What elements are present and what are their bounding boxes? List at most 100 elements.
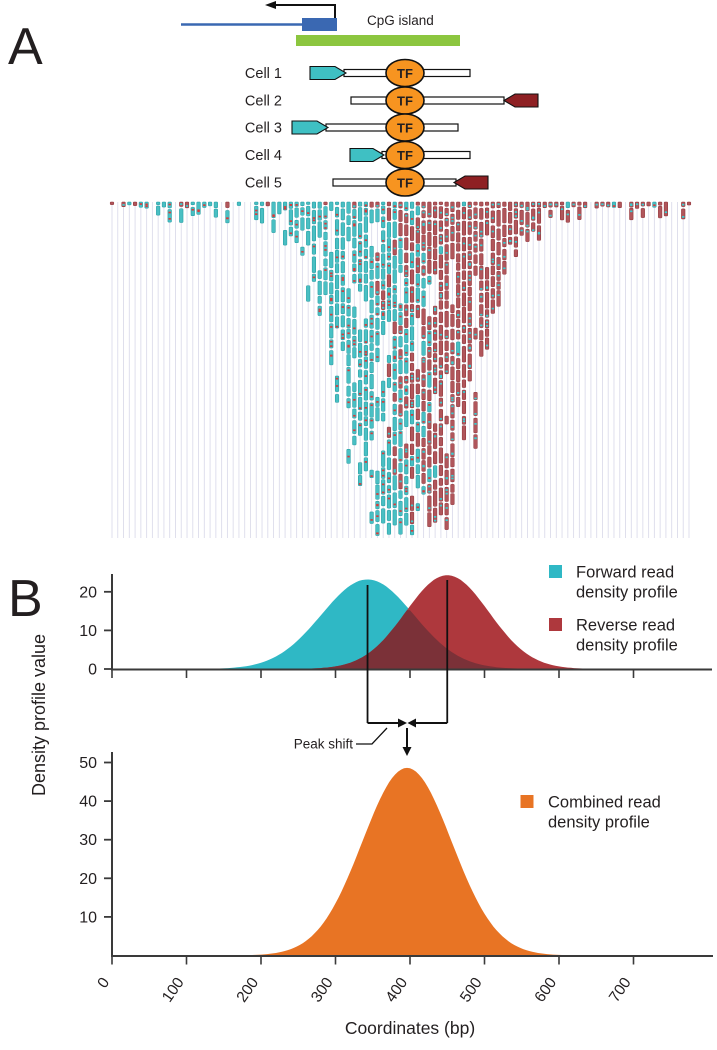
- peak-shift-label: Peak shift: [294, 737, 354, 752]
- read-speck: [457, 314, 460, 317]
- read-speck: [445, 335, 448, 338]
- read-speck: [393, 301, 396, 304]
- read-speck: [387, 255, 391, 258]
- read-bar: [433, 479, 438, 490]
- read-speck: [295, 235, 298, 238]
- read-bar: [352, 220, 357, 237]
- read-speck: [405, 389, 408, 392]
- read-bar: [421, 308, 426, 325]
- read-bar: [358, 342, 363, 358]
- read-speck: [439, 333, 443, 336]
- read-speck: [335, 377, 339, 380]
- read-speck: [324, 269, 327, 271]
- read-speck: [410, 404, 414, 407]
- read-speck: [503, 255, 506, 258]
- read-speck: [468, 317, 471, 320]
- read-speck: [462, 420, 466, 423]
- y-tick-label: 0: [88, 662, 97, 679]
- read-speck: [537, 211, 541, 214]
- read-speck: [433, 435, 437, 438]
- read-speck: [433, 209, 437, 212]
- read-speck: [312, 245, 316, 248]
- read-bar: [444, 300, 449, 309]
- read-speck: [457, 331, 460, 334]
- read-speck: [526, 206, 529, 209]
- read-bar: [190, 207, 195, 216]
- read-bar: [363, 318, 368, 328]
- read-speck: [422, 271, 425, 273]
- read-speck: [381, 208, 385, 211]
- read-speck: [445, 492, 448, 495]
- read-bar: [450, 304, 455, 314]
- read-speck: [445, 283, 448, 285]
- y-tick-label: 20: [79, 584, 97, 601]
- read-speck: [335, 385, 339, 387]
- read-speck: [664, 211, 668, 214]
- y-tick-label: 10: [79, 909, 97, 926]
- read-speck: [422, 490, 425, 493]
- forward-legend-line2: density profile: [576, 584, 678, 602]
- read-bar: [560, 201, 565, 206]
- read-speck: [347, 369, 350, 372]
- read-bar: [450, 366, 455, 381]
- read-bar: [340, 287, 345, 303]
- read-bar: [369, 391, 374, 401]
- read-bar: [433, 206, 438, 219]
- read-speck: [370, 395, 373, 398]
- read-speck: [393, 355, 396, 358]
- read-speck: [445, 219, 448, 221]
- read-bar: [485, 207, 490, 219]
- cells-group: Cell 1 TF Cell 2 TF Cell 3 TF Cell 4 TF Cell 5 TF: [245, 58, 539, 197]
- read-speck: [353, 429, 356, 432]
- read-speck: [358, 260, 362, 263]
- read-bar: [461, 252, 467, 270]
- read-bar: [427, 259, 432, 274]
- read-bar: [686, 201, 692, 206]
- read-speck: [428, 404, 431, 406]
- read-speck: [145, 205, 148, 208]
- read-speck: [370, 358, 373, 361]
- read-bar: [346, 367, 351, 384]
- read-speck: [439, 504, 443, 507]
- cell-row: Cell 3 TF: [245, 113, 459, 142]
- read-bar: [317, 270, 322, 279]
- read-speck: [410, 315, 414, 317]
- read-bar: [352, 237, 357, 249]
- read-speck: [491, 217, 495, 220]
- read-bar: [467, 221, 472, 235]
- read-bar: [473, 417, 478, 434]
- read-speck: [358, 235, 362, 238]
- read-speck: [410, 414, 414, 416]
- read-bar: [369, 511, 374, 524]
- read-bar: [161, 201, 166, 208]
- tf-label: TF: [397, 66, 413, 81]
- read-speck: [491, 294, 495, 297]
- read-speck: [433, 515, 437, 518]
- read-speck: [393, 409, 396, 412]
- right-arrowhead-icon: [398, 718, 407, 728]
- left-arrowhead-icon: [407, 718, 416, 728]
- read-speck: [376, 255, 379, 258]
- read-bar: [334, 207, 340, 218]
- read-bar: [421, 374, 426, 387]
- read-speck: [428, 280, 431, 283]
- tss-arrow-line: [276, 4, 336, 18]
- read-speck: [376, 532, 379, 535]
- read-speck: [497, 264, 500, 266]
- read-bar: [433, 220, 438, 236]
- read-speck: [682, 216, 685, 218]
- read-speck: [381, 391, 385, 393]
- read-speck: [272, 215, 275, 218]
- read-speck: [422, 378, 425, 381]
- read-speck: [376, 493, 379, 495]
- read-speck: [433, 309, 437, 312]
- read-bar: [415, 217, 420, 229]
- read-speck: [451, 362, 454, 365]
- read-speck: [630, 210, 633, 213]
- read-bar: [409, 409, 415, 425]
- combined-legend-line2: density profile: [548, 814, 650, 832]
- read-speck: [399, 330, 402, 333]
- read-bar: [363, 427, 368, 441]
- read-bar: [427, 371, 432, 388]
- read-speck: [399, 304, 402, 307]
